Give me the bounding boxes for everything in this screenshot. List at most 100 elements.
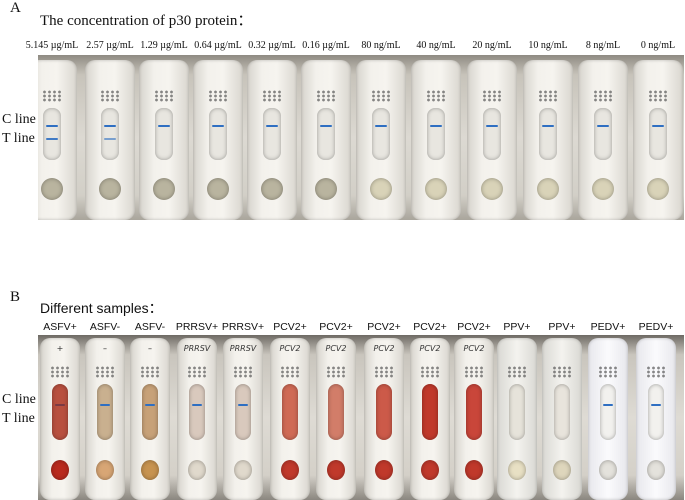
strip-marker-dots: [154, 90, 174, 102]
strip-marker-dots: [316, 90, 336, 102]
concentration-label: 2.57 µg/mL: [86, 40, 134, 51]
sample-well: [481, 178, 503, 200]
concentration-label: 0.32 µg/mL: [248, 40, 296, 51]
test-line: [104, 138, 116, 140]
result-window: [263, 108, 281, 160]
concentration-label: 8 ng/mL: [585, 40, 621, 51]
panel-b-letter: B: [10, 289, 21, 305]
sample-well: [647, 460, 665, 480]
concentration-label: 40 ng/mL: [416, 40, 456, 51]
concentration-label: 20 ng/mL: [472, 40, 512, 51]
control-line: [145, 404, 155, 406]
sample-well: [421, 460, 439, 480]
result-window: [539, 108, 557, 160]
sample-label: PRRSV+: [221, 321, 265, 333]
result-window: [155, 108, 173, 160]
result-window: [317, 108, 335, 160]
sample-well: [234, 460, 252, 480]
sample-label: PCV2+: [319, 321, 353, 333]
test-strip: [356, 60, 406, 220]
handwritten-label: +: [56, 344, 64, 353]
control-line: [238, 404, 248, 406]
sample-label: PPV+: [503, 321, 531, 333]
sample-label: PPV+: [548, 321, 576, 333]
sample-label: ASFV-: [134, 321, 166, 333]
strip-marker-dots: [233, 366, 253, 378]
result-window: [427, 108, 445, 160]
sample-label: PEDV+: [638, 321, 674, 333]
test-strip: [38, 60, 77, 220]
result-window: [372, 108, 390, 160]
sample-label: PCV2+: [367, 321, 401, 333]
strip-marker-dots: [208, 90, 228, 102]
sample-well: [465, 460, 483, 480]
result-window: [483, 108, 501, 160]
test-strip: PCV2: [410, 338, 450, 500]
strip-marker-dots: [648, 90, 668, 102]
control-line: [320, 125, 332, 127]
strip-marker-dots: [420, 366, 440, 378]
control-line: [603, 404, 613, 406]
control-line: [212, 125, 224, 127]
control-line: [192, 404, 202, 406]
result-window: [422, 384, 438, 440]
sample-well: [370, 178, 392, 200]
control-line: [55, 404, 65, 406]
strip-marker-dots: [593, 90, 613, 102]
concentration-label: 5.145 µg/mL: [25, 40, 79, 51]
result-window: [52, 384, 68, 440]
sample-label: ASFV-: [89, 321, 121, 333]
test-strip: [139, 60, 189, 220]
result-window: [282, 384, 298, 440]
sample-well: [647, 178, 669, 200]
sample-well: [207, 178, 229, 200]
sample-well: [375, 460, 393, 480]
concentration-label: 0 ng/mL: [640, 40, 676, 51]
sample-well: [592, 178, 614, 200]
control-line: [430, 125, 442, 127]
test-strip: [497, 338, 537, 500]
test-strip: [578, 60, 628, 220]
result-window: [328, 384, 344, 440]
sample-well: [508, 460, 526, 480]
test-strip: [411, 60, 461, 220]
test-strip: +: [40, 338, 80, 500]
sample-well: [153, 178, 175, 200]
test-strip: [523, 60, 573, 220]
control-line: [597, 125, 609, 127]
concentration-label: 1.29 µg/mL: [140, 40, 188, 51]
panel-b-title: Different samples：: [40, 300, 163, 316]
result-window: [466, 384, 482, 440]
result-window: [376, 384, 392, 440]
sample-well: [327, 460, 345, 480]
panel-a-title: The concentration of p30 protein：: [40, 13, 253, 29]
sample-well: [425, 178, 447, 200]
result-window: [97, 384, 113, 440]
sample-well: [553, 460, 571, 480]
sample-label: ASFV+: [43, 321, 77, 333]
strip-marker-dots: [371, 90, 391, 102]
sample-well: [281, 460, 299, 480]
control-line: [486, 125, 498, 127]
panel-a-letter: A: [10, 0, 21, 16]
sample-label: PRRSV+: [175, 321, 219, 333]
result-window: [142, 384, 158, 440]
concentration-label: 0.64 µg/mL: [194, 40, 242, 51]
control-line: [652, 125, 664, 127]
strip-marker-dots: [538, 90, 558, 102]
strip-marker-dots: [262, 90, 282, 102]
result-window: [235, 384, 251, 440]
test-strip: PCV2: [270, 338, 310, 500]
control-line: [651, 404, 661, 406]
test-strip: [85, 60, 135, 220]
test-strip: [542, 338, 582, 500]
result-window: [594, 108, 612, 160]
sample-well: [41, 178, 63, 200]
result-window: [649, 108, 667, 160]
strip-marker-dots: [552, 366, 572, 378]
strip-marker-dots: [482, 90, 502, 102]
panel-b-c-line-label: C line: [2, 392, 36, 407]
test-strip: PRRSV: [223, 338, 263, 500]
test-strip: –: [85, 338, 125, 500]
handwritten-label: –: [148, 344, 152, 353]
